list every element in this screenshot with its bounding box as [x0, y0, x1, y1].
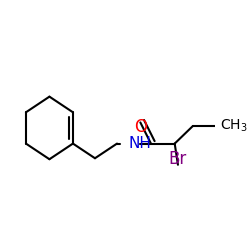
Text: NH: NH [129, 136, 152, 151]
Text: Br: Br [169, 150, 187, 168]
Text: CH$_3$: CH$_3$ [220, 118, 248, 134]
Text: O: O [134, 118, 147, 136]
